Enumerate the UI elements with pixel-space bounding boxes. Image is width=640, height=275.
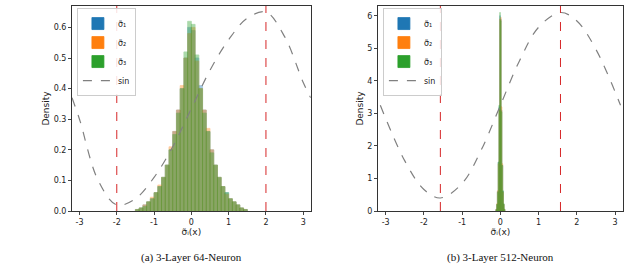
svg-text:0.6: 0.6 xyxy=(54,23,67,32)
svg-text:6: 6 xyxy=(367,12,372,21)
svg-text:3: 3 xyxy=(367,109,372,118)
svg-text:σ̃₂: σ̃₂ xyxy=(118,39,126,48)
svg-text:-2: -2 xyxy=(113,218,121,227)
svg-text:0.1: 0.1 xyxy=(54,176,67,185)
svg-text:sin: sin xyxy=(118,77,129,86)
svg-text:σ̃₁: σ̃₁ xyxy=(424,20,432,29)
svg-text:0.2: 0.2 xyxy=(54,146,67,155)
svg-text:0: 0 xyxy=(189,218,194,227)
svg-text:2: 2 xyxy=(367,142,372,151)
svg-text:σ̃₁: σ̃₁ xyxy=(118,20,126,29)
svg-text:σ̃₃: σ̃₃ xyxy=(424,58,432,67)
svg-text:5: 5 xyxy=(367,44,372,53)
svg-text:1: 1 xyxy=(226,218,231,227)
svg-text:(b) 3-Layer 512-Neuron: (b) 3-Layer 512-Neuron xyxy=(447,251,554,264)
svg-text:0: 0 xyxy=(367,207,372,216)
svg-text:3: 3 xyxy=(301,218,306,227)
svg-text:-3: -3 xyxy=(75,218,83,227)
svg-text:0.4: 0.4 xyxy=(54,84,67,93)
svg-text:(a) 3-Layer 64-Neuron: (a) 3-Layer 64-Neuron xyxy=(141,251,242,264)
svg-text:2: 2 xyxy=(574,218,579,227)
svg-text:Density: Density xyxy=(355,91,365,126)
svg-text:0.0: 0.0 xyxy=(54,207,67,216)
svg-text:σ̃ᵢ(x): σ̃ᵢ(x) xyxy=(182,227,202,237)
svg-text:σ̃₃: σ̃₃ xyxy=(118,58,126,67)
svg-text:1: 1 xyxy=(367,174,372,183)
svg-text:0.5: 0.5 xyxy=(54,54,67,63)
svg-text:σ̃₂: σ̃₂ xyxy=(424,39,432,48)
svg-text:-3: -3 xyxy=(382,218,390,227)
svg-text:0: 0 xyxy=(498,218,503,227)
svg-text:-1: -1 xyxy=(458,218,466,227)
svg-text:-1: -1 xyxy=(150,218,158,227)
svg-text:sin: sin xyxy=(424,77,435,86)
svg-text:2: 2 xyxy=(263,218,268,227)
svg-text:σ̃ᵢ(x): σ̃ᵢ(x) xyxy=(491,227,511,237)
svg-text:0.3: 0.3 xyxy=(54,115,67,124)
svg-text:4: 4 xyxy=(367,77,372,86)
svg-text:-2: -2 xyxy=(420,218,428,227)
svg-text:1: 1 xyxy=(536,218,541,227)
svg-text:Density: Density xyxy=(41,91,51,126)
svg-text:3: 3 xyxy=(613,218,618,227)
